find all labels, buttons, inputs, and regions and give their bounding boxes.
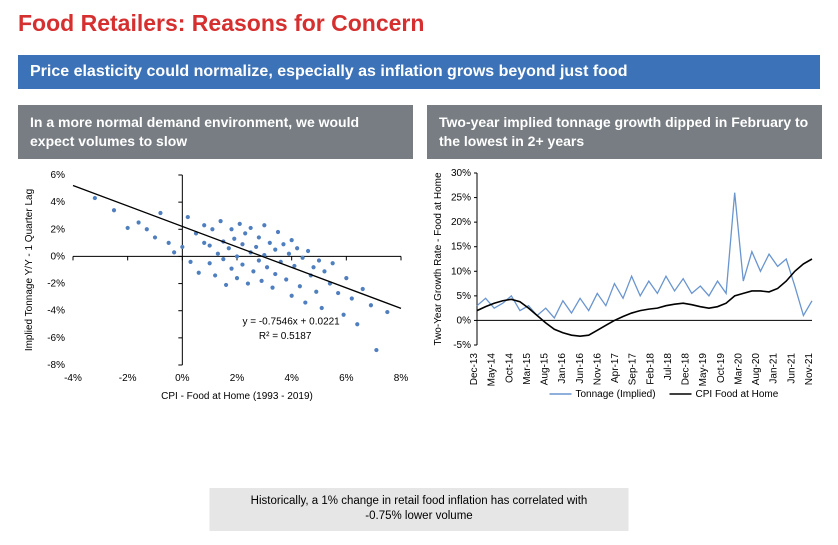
svg-text:-8%: -8% [47, 360, 65, 371]
svg-text:May-14: May-14 [487, 352, 498, 386]
scatter-header: In a more normal demand environment, we … [18, 105, 413, 159]
svg-text:-6%: -6% [47, 333, 65, 344]
svg-text:-2%: -2% [119, 373, 137, 384]
svg-text:Jun-21: Jun-21 [786, 352, 797, 383]
svg-text:10%: 10% [451, 266, 471, 277]
svg-text:0%: 0% [175, 373, 190, 384]
line-column: Two-year implied tonnage growth dipped i… [427, 105, 822, 405]
subtitle-band: Price elasticity could normalize, especi… [18, 55, 820, 89]
svg-text:15%: 15% [451, 241, 471, 252]
svg-text:6%: 6% [339, 373, 354, 384]
svg-text:20%: 20% [451, 217, 471, 228]
svg-text:Jul-18: Jul-18 [663, 352, 674, 380]
svg-text:4%: 4% [51, 197, 66, 208]
svg-text:0%: 0% [457, 315, 472, 326]
scatter-column: In a more normal demand environment, we … [18, 105, 413, 405]
svg-text:0%: 0% [51, 251, 66, 262]
svg-text:Oct-14: Oct-14 [504, 352, 515, 382]
svg-text:2%: 2% [51, 224, 66, 235]
svg-text:Tonnage (Implied): Tonnage (Implied) [576, 389, 656, 400]
svg-text:Mar-15: Mar-15 [522, 352, 533, 384]
svg-text:-4%: -4% [64, 373, 82, 384]
svg-text:4%: 4% [284, 373, 299, 384]
svg-text:-4%: -4% [47, 305, 65, 316]
svg-text:8%: 8% [394, 373, 409, 384]
svg-text:CPI Food at Home: CPI Food at Home [696, 389, 779, 400]
svg-text:Sep-17: Sep-17 [628, 352, 639, 385]
svg-text:Aug-20: Aug-20 [751, 352, 762, 385]
svg-text:Apr-17: Apr-17 [610, 352, 621, 382]
svg-text:-5%: -5% [453, 340, 471, 351]
svg-text:May-19: May-19 [698, 352, 709, 386]
svg-text:Dec-13: Dec-13 [469, 352, 480, 385]
line-chart: -5% 0% 5% 10% 15% 20% 25% 30% Dec-13 May-14 Oct-14… [427, 159, 822, 405]
svg-text:5%: 5% [457, 291, 472, 302]
svg-text:Dec-18: Dec-18 [681, 352, 692, 385]
svg-text:Nov-21: Nov-21 [804, 352, 815, 385]
page-title: Food Retailers: Reasons for Concern [18, 10, 820, 37]
svg-text:Nov-16: Nov-16 [592, 352, 603, 385]
svg-text:2%: 2% [230, 373, 245, 384]
svg-text:CPI - Food at Home (1993 - 201: CPI - Food at Home (1993 - 2019) [161, 391, 313, 402]
svg-text:Two-Year Growth Rate - Food at: Two-Year Growth Rate - Food at Home [433, 172, 444, 345]
svg-text:Jan-16: Jan-16 [557, 352, 568, 383]
svg-text:y = -0.7546x + 0.0221: y = -0.7546x + 0.0221 [242, 316, 340, 327]
svg-text:Oct-19: Oct-19 [716, 352, 727, 382]
svg-text:Implied Tonnage Y/Y - 1 Quarte: Implied Tonnage Y/Y - 1 Quarter Lag [24, 189, 35, 351]
svg-text:Mar-20: Mar-20 [733, 352, 744, 384]
scatter-chart: -4% -2% 0% 2% 4% 6% 8% -8% -6% -4% -2% 0% 2% 4% 6% y = … [18, 159, 413, 405]
footnote-box: Historically, a 1% change in retail food… [210, 488, 629, 531]
svg-text:25%: 25% [451, 192, 471, 203]
svg-text:Jan-21: Jan-21 [769, 352, 780, 383]
svg-text:6%: 6% [51, 170, 66, 181]
svg-text:R² = 0.5187: R² = 0.5187 [259, 331, 312, 342]
svg-text:Aug-15: Aug-15 [540, 352, 551, 385]
line-header: Two-year implied tonnage growth dipped i… [427, 105, 822, 159]
svg-text:Feb-18: Feb-18 [645, 352, 656, 384]
svg-text:Jun-16: Jun-16 [575, 352, 586, 383]
charts-row: In a more normal demand environment, we … [18, 105, 820, 405]
svg-text:-2%: -2% [47, 278, 65, 289]
svg-text:30%: 30% [451, 168, 471, 179]
